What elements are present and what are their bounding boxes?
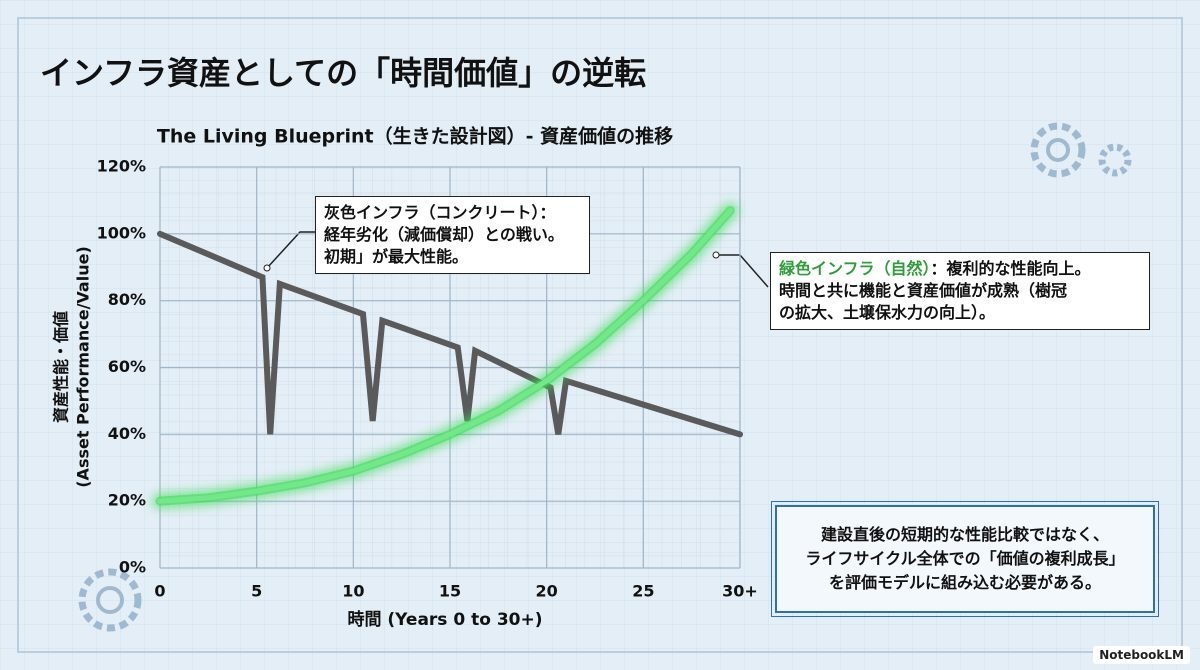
- note-line: を評価モデルに組み込む必要がある。: [828, 573, 1101, 592]
- leader-dot: [263, 264, 271, 272]
- green-annotation: 緑色インフラ（自然）：複利的な性能向上。 時間と共に機能と資産価値が成熟（樹冠 …: [770, 252, 1150, 330]
- brand-badge: NotebookLM: [1093, 646, 1190, 664]
- leader-line: [266, 231, 315, 269]
- conclusion-note: 建設直後の短期的な性能比較ではなく、 ライフサイクル全体での「価値の複利成長」 …: [771, 501, 1159, 617]
- line-edge: [155, 205, 735, 506]
- note-line: ライフサイクル全体での「価値の複利成長」: [805, 549, 1125, 568]
- annotation-line: ：複利的な性能向上。: [930, 259, 1091, 278]
- x-tick-label: 5: [251, 582, 262, 601]
- y-axis-label: 資産性能・価値: [52, 311, 71, 423]
- chart-title: The Living Blueprint（生きた設計図）- 資産価値の推移: [157, 125, 673, 148]
- x-tick-label: 20: [536, 582, 558, 601]
- y-axis-label: (Asset Performance/Value): [74, 246, 93, 488]
- annotation-line: 経年劣化（減価償却）との戦い。: [324, 225, 564, 244]
- y-tick-label: 40%: [108, 424, 146, 443]
- leader-dot: [712, 251, 720, 259]
- y-tick-label: 120%: [97, 157, 146, 176]
- y-tick-label: 80%: [108, 290, 146, 309]
- page-title: インフラ資産としての「時間価値」の逆転: [40, 54, 646, 92]
- y-tick-label: 60%: [108, 357, 146, 376]
- annotation-line: の拡大、土壌保水力の向上）。: [779, 303, 996, 322]
- gear-decoration: [78, 122, 1132, 632]
- note-line: 建設直後の短期的な性能比較ではなく、: [820, 525, 1109, 544]
- x-tick-label: 30+: [722, 582, 758, 601]
- annotation-line: 初期」が最大性能。: [324, 247, 469, 266]
- annotation-line: 灰色インフラ（コンクリート）：: [324, 203, 556, 222]
- gray-annotation: 灰色インフラ（コンクリート）： 経年劣化（減価償却）との戦い。 初期」が最大性能…: [315, 196, 590, 274]
- annotation-label: 緑色インフラ（自然）: [779, 259, 931, 278]
- x-tick-label: 15: [439, 582, 461, 601]
- x-axis-label: 時間 (Years 0 to 30+): [347, 609, 542, 630]
- x-tick-label: 10: [342, 582, 364, 601]
- x-tick-label: 25: [632, 582, 654, 601]
- series-line: [157, 230, 743, 438]
- y-tick-label: 20%: [108, 491, 146, 510]
- annotation-line: 時間と共に機能と資産価値が成熟（樹冠: [779, 281, 1068, 300]
- x-tick-label: 0: [154, 582, 165, 601]
- frame: [17, 17, 1183, 653]
- y-tick-label: 100%: [97, 223, 146, 242]
- y-tick-label: 0%: [119, 558, 146, 577]
